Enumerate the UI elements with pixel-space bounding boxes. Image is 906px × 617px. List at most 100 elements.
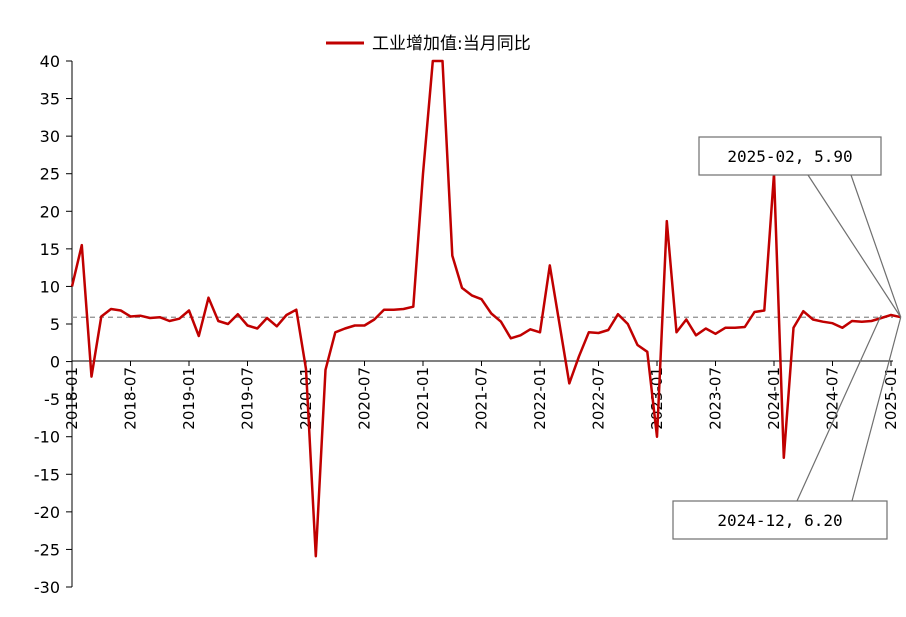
data-point xyxy=(354,324,356,326)
data-point xyxy=(110,308,112,310)
data-point xyxy=(295,309,297,311)
y-tick-label: 15 xyxy=(40,240,60,259)
data-point xyxy=(441,60,443,62)
data-point xyxy=(685,318,687,320)
data-point xyxy=(646,351,648,353)
annotation-box xyxy=(672,500,888,540)
data-point xyxy=(120,309,122,311)
data-point xyxy=(81,244,83,246)
x-tick-label: 2021-01 xyxy=(414,367,432,430)
x-tick-label: 2019-01 xyxy=(180,367,198,430)
x-tick-label: 2024-07 xyxy=(824,367,842,430)
data-point xyxy=(500,321,502,323)
data-point xyxy=(432,60,434,62)
y-tick-label: 10 xyxy=(40,277,60,296)
data-point xyxy=(656,436,658,438)
data-point xyxy=(217,320,219,322)
y-tick-label: 25 xyxy=(40,165,60,184)
data-point xyxy=(237,313,239,315)
data-point xyxy=(276,325,278,327)
data-point xyxy=(792,327,794,329)
annotation-connector xyxy=(807,174,902,318)
data-point xyxy=(305,368,307,370)
y-tick-label: -20 xyxy=(34,503,60,522)
data-point xyxy=(71,285,73,287)
data-point xyxy=(149,317,151,319)
series-line xyxy=(70,59,902,558)
data-point xyxy=(675,331,677,333)
data-point xyxy=(129,315,131,317)
data-point xyxy=(510,337,512,339)
data-point xyxy=(802,310,804,312)
data-point xyxy=(393,309,395,311)
data-point xyxy=(422,173,424,175)
annotation-label: 2025-02, 5.90 xyxy=(727,147,852,166)
data-point xyxy=(178,318,180,320)
data-point xyxy=(695,334,697,336)
data-point xyxy=(344,327,346,329)
data-point xyxy=(549,264,551,266)
x-axis: 2018-01 2018-07 2019-01 2019-07 2020-01 2020-… xyxy=(63,360,900,430)
x-tick-label: 2025-01 xyxy=(882,367,900,430)
x-tick-label: 2022-01 xyxy=(531,367,549,430)
y-tick-label: -25 xyxy=(34,540,60,559)
legend-label: 工业增加值:当月同比 xyxy=(372,34,531,54)
annotations: 2025-02, 5.90 2024-12, 6.20 xyxy=(672,136,902,540)
data-point xyxy=(744,326,746,328)
data-point xyxy=(198,335,200,337)
annotation-connector xyxy=(796,314,882,502)
annotation-connector xyxy=(851,317,902,502)
data-point xyxy=(636,344,638,346)
y-tick-label: 40 xyxy=(40,52,60,71)
data-point xyxy=(568,382,570,384)
data-point xyxy=(812,318,814,320)
y-tick-label: -10 xyxy=(34,428,60,447)
data-point xyxy=(578,355,580,357)
data-point xyxy=(870,320,872,322)
data-point xyxy=(480,298,482,300)
data-point xyxy=(383,309,385,311)
data-point xyxy=(597,332,599,334)
data-point xyxy=(188,309,190,311)
y-tick-label: -5 xyxy=(44,390,60,409)
data-point xyxy=(139,315,141,317)
data-point xyxy=(890,314,892,316)
data-point xyxy=(851,320,853,322)
y-tick-label: 35 xyxy=(40,90,60,109)
data-point xyxy=(627,323,629,325)
data-point xyxy=(588,331,590,333)
data-point xyxy=(558,323,560,325)
x-tick-label: 2020-01 xyxy=(297,367,315,430)
data-point xyxy=(666,220,668,222)
data-point xyxy=(227,323,229,325)
y-tick-label: 5 xyxy=(50,315,60,334)
data-point xyxy=(246,324,248,326)
data-point xyxy=(714,333,716,335)
data-point xyxy=(734,327,736,329)
data-point xyxy=(159,316,161,318)
data-point xyxy=(529,328,531,330)
data-point xyxy=(831,322,833,324)
data-point xyxy=(724,327,726,329)
data-point xyxy=(266,317,268,319)
x-tick-label: 2018-01 xyxy=(63,367,81,430)
data-point xyxy=(822,321,824,323)
data-point xyxy=(90,375,92,377)
data-point xyxy=(256,327,258,329)
data-point xyxy=(207,297,209,299)
data-point xyxy=(451,254,453,256)
x-tick-label: 2022-07 xyxy=(590,367,608,430)
x-tick-label: 2021-07 xyxy=(473,367,491,430)
data-point xyxy=(285,314,287,316)
data-point xyxy=(861,321,863,323)
data-point xyxy=(324,369,326,371)
data-point xyxy=(412,306,414,308)
data-point xyxy=(168,320,170,322)
data-point xyxy=(705,327,707,329)
x-tick-label: 2018-07 xyxy=(122,367,140,430)
data-point xyxy=(783,457,785,459)
y-axis: 40 35 30 25 20 15 10 5 0 -5 -10 -15 -20 -25 -30 xyxy=(34,52,73,597)
y-tick-label: 0 xyxy=(50,353,60,372)
data-point xyxy=(471,294,473,296)
